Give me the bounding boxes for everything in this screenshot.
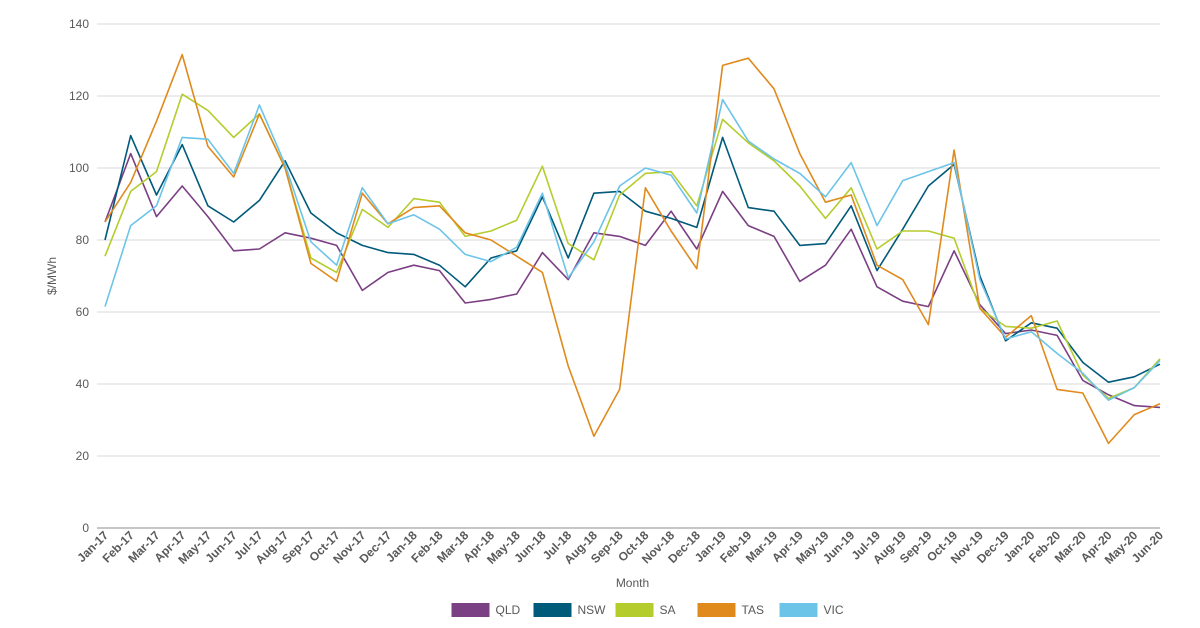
legend-swatch [533, 603, 572, 617]
y-axis-tick-labels: 0 20 40 60 80 100 120 140 [69, 17, 89, 535]
y-tick-label: 20 [76, 449, 90, 463]
series-lines [104, 53, 1161, 445]
y-tick-label: 100 [69, 161, 89, 175]
x-axis-tick-labels: Jan-17Feb-17Mar-17Apr-17May-17Jun-17Jul-… [74, 528, 1166, 567]
y-tick-label: 140 [69, 17, 89, 31]
legend-item-tas[interactable]: TAS [697, 603, 764, 617]
series-line-vic [104, 98, 1161, 402]
legend-item-nsw[interactable]: NSW [533, 603, 607, 617]
legend-label: SA [660, 603, 676, 617]
y-tick-label: 60 [76, 305, 90, 319]
legend-label: TAS [742, 603, 764, 617]
legend-swatch [697, 603, 736, 617]
legend-swatch [615, 603, 654, 617]
legend-label: QLD [496, 603, 521, 617]
legend: QLD NSW SA TAS VIC [451, 603, 844, 617]
y-tick-label: 120 [69, 89, 89, 103]
legend-item-qld[interactable]: QLD [451, 603, 521, 617]
series-line-nsw [104, 134, 1161, 384]
series-line-qld [104, 152, 1161, 409]
y-tick-label: 40 [76, 377, 90, 391]
legend-item-vic[interactable]: VIC [779, 603, 844, 617]
legend-swatch [779, 603, 818, 617]
x-axis-title: Month [616, 576, 649, 590]
legend-label: NSW [578, 603, 607, 617]
y-axis-title: $/MWh [45, 257, 59, 295]
y-tick-label: 80 [76, 233, 90, 247]
gridlines [97, 23, 1160, 529]
y-tick-label: 0 [82, 521, 89, 535]
legend-label: VIC [824, 603, 844, 617]
legend-item-sa[interactable]: SA [615, 603, 676, 617]
legend-swatch [451, 603, 490, 617]
series-line-tas [104, 53, 1161, 445]
